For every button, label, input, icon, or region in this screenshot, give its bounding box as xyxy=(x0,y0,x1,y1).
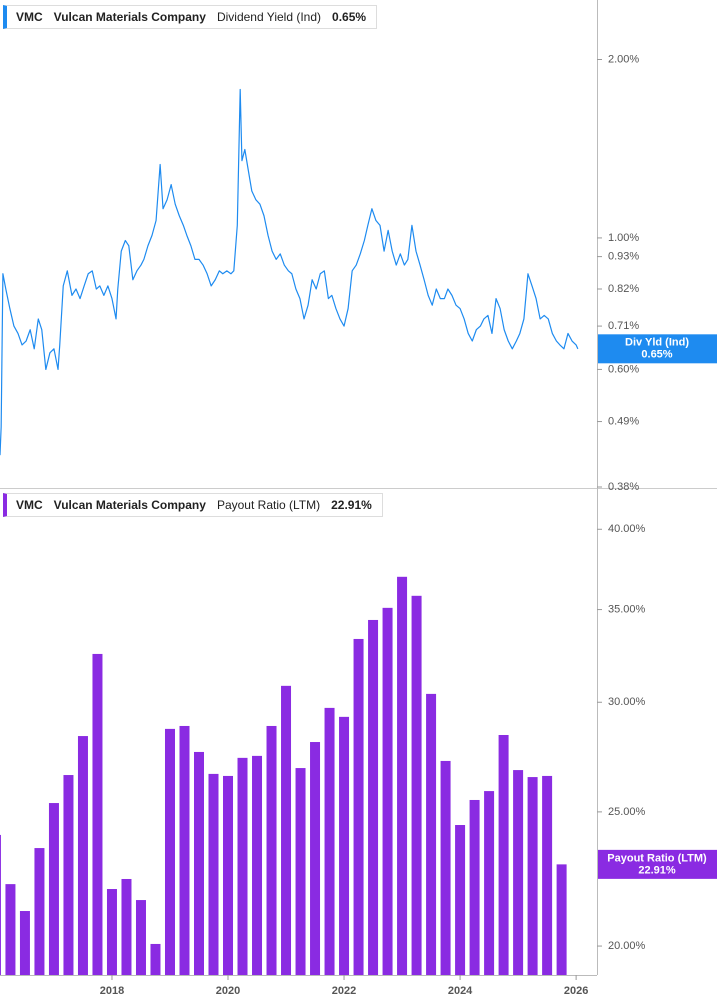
bar xyxy=(556,864,567,975)
bar xyxy=(498,734,509,975)
y-tick-label: 0.82% xyxy=(608,283,639,295)
bar xyxy=(339,716,350,975)
bar xyxy=(542,775,553,975)
bar xyxy=(324,707,335,975)
badge-name: Payout Ratio (LTM) xyxy=(607,852,707,864)
badge-value: 0.65% xyxy=(641,349,672,361)
bar xyxy=(106,889,117,975)
bar xyxy=(0,834,1,975)
y-tick-label: 40.00% xyxy=(608,523,646,535)
bar xyxy=(63,775,74,975)
x-tick-label: 2026 xyxy=(564,985,588,997)
plot-area xyxy=(0,88,579,456)
bar xyxy=(368,619,379,975)
bar xyxy=(426,693,437,975)
ticker: VMC xyxy=(16,10,43,24)
bar xyxy=(223,775,234,975)
bar xyxy=(135,900,146,975)
bar xyxy=(469,799,480,975)
x-tick-label: 2020 xyxy=(216,985,240,997)
bar xyxy=(455,825,466,975)
badge-name: Div Yld (Ind) xyxy=(625,337,689,349)
bar xyxy=(179,725,190,975)
bar xyxy=(19,911,30,975)
bar xyxy=(121,878,132,975)
company-name: Vulcan Materials Company xyxy=(53,10,206,24)
bar xyxy=(164,728,175,975)
bar xyxy=(353,638,364,975)
last-value: 0.65% xyxy=(332,10,367,24)
y-tick-label: 20.00% xyxy=(608,940,646,952)
line-series xyxy=(0,88,579,456)
plot-area xyxy=(0,576,567,975)
x-tick-label: 2022 xyxy=(332,985,356,997)
y-tick-label: 35.00% xyxy=(608,603,646,615)
company-name: Vulcan Materials Company xyxy=(53,498,206,512)
series-name: Dividend Yield (Ind) xyxy=(216,10,322,24)
x-tick-label: 2024 xyxy=(448,985,473,997)
bar xyxy=(194,751,204,975)
bar xyxy=(48,803,59,975)
y-tick-label: 0.60% xyxy=(608,363,639,375)
bar xyxy=(92,653,103,975)
bar xyxy=(484,791,495,975)
y-tick-label: 0.71% xyxy=(608,320,639,332)
bar xyxy=(208,773,219,975)
bar xyxy=(150,943,161,975)
bar xyxy=(34,848,45,975)
bar xyxy=(440,760,451,975)
y-tick-label: 0.38% xyxy=(608,481,639,493)
bar xyxy=(411,595,422,975)
y-tick-label: 0.93% xyxy=(608,251,639,263)
bar xyxy=(266,725,277,975)
bar xyxy=(295,768,306,975)
y-tick-label: 25.00% xyxy=(608,806,646,818)
bar xyxy=(252,755,263,975)
last-value: 22.91% xyxy=(331,498,372,512)
bar xyxy=(237,757,248,975)
legend-header: VMC Vulcan Materials Company Payout Rati… xyxy=(3,493,383,517)
badge-value: 22.91% xyxy=(638,864,676,876)
y-tick-label: 0.49% xyxy=(608,415,639,427)
bar xyxy=(77,736,88,975)
y-tick-label: 1.00% xyxy=(608,232,639,244)
value-badge xyxy=(598,334,717,364)
legend-header: VMC Vulcan Materials Company Dividend Yi… xyxy=(3,5,378,29)
bar xyxy=(527,777,538,975)
bar xyxy=(310,742,321,975)
axes: 2.00% 1.00% 0.93% 0.82% 0.71% 0.60% 0.49% 0.38%… xyxy=(100,53,717,997)
bar xyxy=(382,607,393,975)
y-tick-label: 30.00% xyxy=(608,696,646,708)
bar xyxy=(397,576,408,975)
bar xyxy=(513,770,524,975)
x-tick-label: 2018 xyxy=(100,985,124,997)
series-name: Payout Ratio (LTM) xyxy=(216,498,321,512)
ticker: VMC xyxy=(16,498,43,512)
y-tick-label: 2.00% xyxy=(608,53,639,65)
bar xyxy=(281,685,292,975)
bar xyxy=(5,884,16,975)
value-badge xyxy=(598,849,717,879)
